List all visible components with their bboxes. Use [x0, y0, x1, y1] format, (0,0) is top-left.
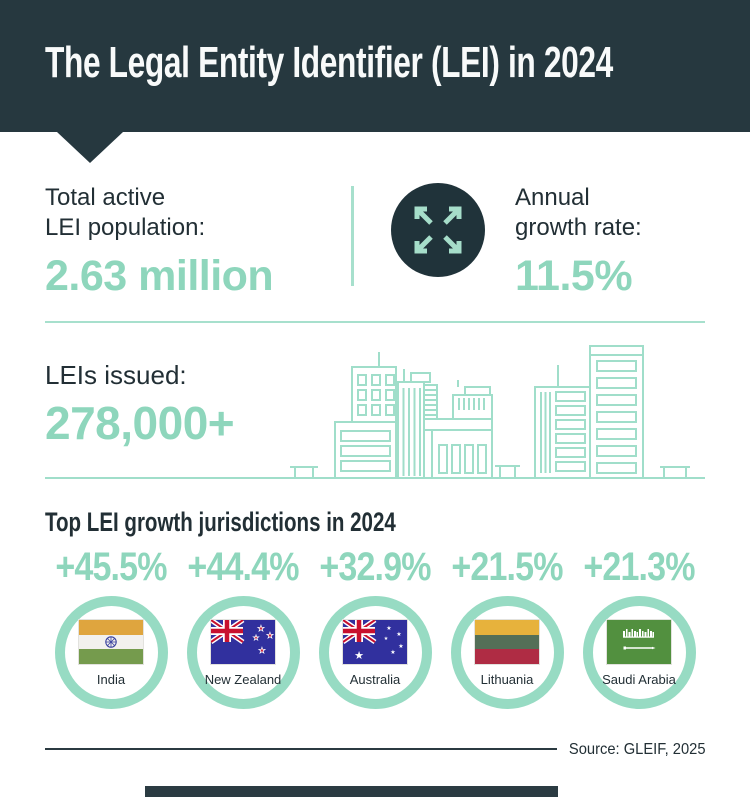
stat-growth-rate: Annual growth rate: 11.5% — [515, 183, 642, 301]
flag-circle: India — [54, 596, 168, 709]
svg-text:★: ★ — [354, 649, 364, 662]
svg-text:★: ★ — [398, 643, 403, 650]
jurisdictions-title: Top LEI growth jurisdictions in 2024 — [45, 507, 396, 537]
flag-india-icon — [78, 618, 144, 665]
flag-circle: Saudi Arabia — [582, 596, 696, 709]
leis-issued-value: 278,000+ — [45, 397, 235, 449]
growth-pct: +45.5% — [55, 545, 167, 589]
growth-rate-value: 11.5% — [515, 252, 633, 300]
infographic-title: The Legal Entity Identifier (LEI) in 202… — [45, 38, 613, 87]
stat-growth-rate-label: Annual growth rate: — [515, 184, 642, 241]
city-skyline-illustration — [45, 345, 705, 479]
jurisdiction-item-lithuania: +21.5% Lithuania — [441, 545, 573, 709]
stat-total-population-label: Total active LEI population: — [45, 184, 206, 241]
header-pointer-triangle — [57, 132, 123, 163]
jurisdictions-section: Top LEI growth jurisdictions in 2024 +45… — [45, 506, 705, 709]
flag-saudi-arabia-icon — [606, 618, 672, 665]
growth-pct: +32.9% — [319, 545, 431, 589]
svg-text:★: ★ — [253, 634, 259, 642]
stat-total-population: Total active LEI population: 2.63 millio… — [45, 183, 351, 301]
header-banner: The Legal Entity Identifier (LEI) in 202… — [0, 0, 750, 132]
svg-text:★: ★ — [257, 624, 264, 633]
source-divider-line — [45, 748, 557, 750]
expand-arrows-icon — [391, 183, 485, 277]
total-population-value: 2.63 million — [45, 252, 274, 300]
country-label: New Zealand — [204, 671, 282, 687]
flag-circle: ★ ★ ★ ★ ★ ★ Australia — [318, 596, 432, 709]
country-label: Australia — [349, 671, 401, 687]
growth-pct: +21.5% — [451, 545, 563, 589]
flag-circle: Lithuania — [450, 596, 564, 709]
section-divider — [45, 321, 705, 323]
flag-circle: ★ ★ ★ ★ New Zealand — [186, 596, 300, 709]
svg-text:★: ★ — [390, 649, 395, 656]
svg-text:★: ★ — [258, 646, 265, 655]
flag-new-zealand-icon: ★ ★ ★ ★ — [210, 618, 276, 665]
flag-lithuania-icon — [474, 618, 540, 665]
svg-text:★: ★ — [386, 625, 391, 632]
jurisdiction-item-india: +45.5% India — [45, 545, 177, 709]
flag-australia-icon: ★ ★ ★ ★ ★ ★ — [342, 618, 408, 665]
stats-section: Total active LEI population: 2.63 millio… — [45, 183, 705, 301]
footer-bar — [145, 786, 558, 797]
svg-text:★: ★ — [396, 631, 401, 638]
country-label: India — [96, 671, 126, 687]
source-credit: Source: GLEIF, 2025 — [569, 741, 706, 758]
jurisdiction-item-saudi-arabia: +21.3% — [573, 545, 705, 709]
country-label: Saudi Arabia — [602, 671, 676, 687]
jurisdictions-grid: +45.5% India +44.4% — [45, 545, 705, 709]
country-label: Lithuania — [480, 671, 534, 687]
svg-text:★: ★ — [266, 631, 273, 640]
jurisdiction-item-new-zealand: +44.4% ★ ★ — [177, 545, 309, 709]
jurisdiction-item-australia: +32.9% ★ ★ — [309, 545, 441, 709]
growth-pct: +21.3% — [583, 545, 695, 589]
leis-issued-section: LEIs issued: 278,000+ — [45, 360, 235, 450]
leis-issued-label: LEIs issued: — [45, 360, 187, 390]
svg-text:★: ★ — [384, 636, 389, 642]
vertical-divider — [351, 186, 354, 286]
growth-pct: +44.4% — [187, 545, 299, 589]
